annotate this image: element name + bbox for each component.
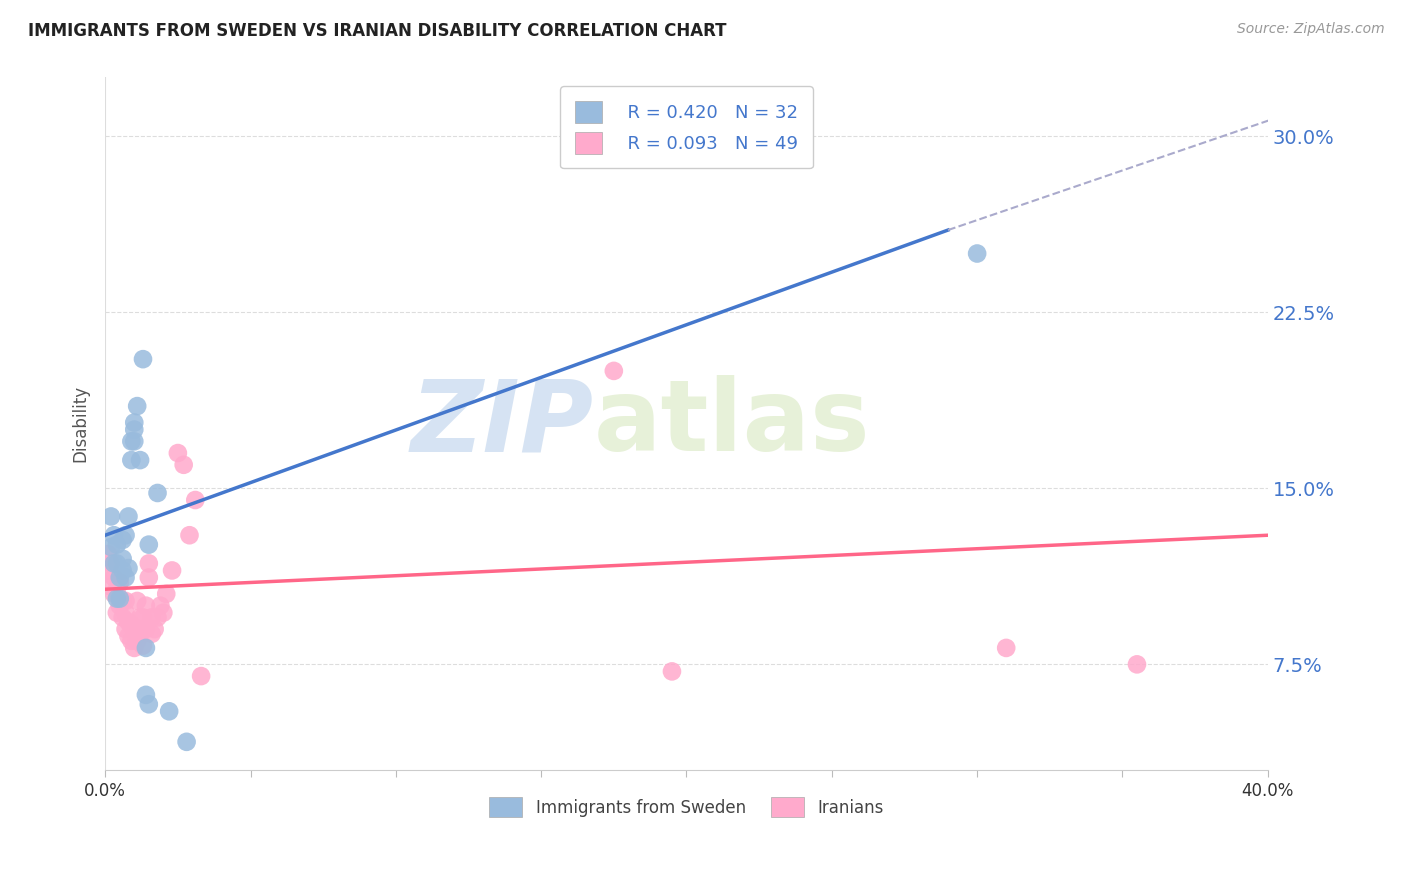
Point (103, 528, 125, 542)
Point (132, 622, 155, 636)
Point (190, 669, 212, 683)
Point (117, 629, 139, 643)
Point (103, 557, 125, 571)
Text: Source: ZipAtlas.com: Source: ZipAtlas.com (1237, 22, 1385, 37)
Point (127, 399, 149, 413)
Text: atlas: atlas (593, 376, 870, 472)
Point (108, 575, 131, 590)
Point (100, 509, 122, 524)
Point (129, 610, 152, 624)
Point (129, 453, 152, 467)
Point (966, 246, 988, 260)
Point (135, 622, 157, 636)
Point (157, 704, 180, 718)
Point (141, 627, 163, 641)
Point (108, 570, 131, 584)
Point (105, 606, 128, 620)
Point (132, 610, 155, 624)
Point (138, 538, 160, 552)
Point (138, 570, 160, 584)
Point (120, 453, 142, 467)
Point (111, 564, 134, 578)
Point (124, 423, 146, 437)
Point (97, 564, 120, 578)
Point (135, 599, 157, 613)
Point (100, 580, 122, 594)
Point (129, 627, 152, 641)
Point (120, 617, 142, 632)
Point (120, 633, 142, 648)
Point (117, 615, 139, 629)
Point (146, 486, 169, 500)
Point (127, 594, 149, 608)
Point (111, 594, 134, 608)
Point (108, 599, 131, 613)
Point (179, 528, 201, 542)
Point (114, 622, 136, 636)
Point (105, 557, 128, 571)
Point (141, 610, 163, 624)
Point (100, 557, 122, 571)
Point (155, 587, 177, 601)
Point (132, 352, 155, 367)
Point (124, 622, 146, 636)
Point (184, 493, 207, 508)
Point (103, 570, 125, 584)
Point (100, 540, 122, 554)
Point (105, 582, 128, 597)
Point (124, 640, 146, 655)
Text: ZIP: ZIP (411, 376, 593, 472)
Point (108, 591, 131, 606)
Point (603, 364, 626, 378)
Point (1126, 657, 1149, 672)
Point (114, 606, 136, 620)
Point (127, 633, 149, 648)
Point (138, 557, 160, 571)
Point (111, 551, 134, 566)
Point (111, 533, 134, 547)
Point (143, 622, 166, 636)
Point (149, 599, 172, 613)
Point (114, 594, 136, 608)
Point (120, 434, 142, 449)
Point (167, 446, 190, 460)
Text: IMMIGRANTS FROM SWEDEN VS IRANIAN DISABILITY CORRELATION CHART: IMMIGRANTS FROM SWEDEN VS IRANIAN DISABI… (28, 22, 727, 40)
Point (146, 610, 169, 624)
Point (176, 735, 198, 749)
Point (124, 434, 146, 449)
Point (138, 698, 160, 712)
Y-axis label: Disability: Disability (72, 385, 89, 462)
Point (132, 639, 155, 653)
Point (114, 528, 136, 542)
Point (124, 416, 146, 430)
Point (114, 570, 136, 584)
Point (117, 509, 139, 524)
Point (160, 564, 183, 578)
Point (105, 591, 128, 606)
Point (105, 538, 128, 552)
Point (173, 458, 195, 472)
Point (135, 688, 157, 702)
Point (111, 610, 134, 624)
Point (103, 587, 125, 601)
Point (152, 606, 174, 620)
Point (995, 640, 1018, 655)
Point (135, 640, 157, 655)
Point (117, 561, 139, 575)
Point (661, 665, 683, 679)
Point (97, 547, 120, 561)
Legend: Immigrants from Sweden, Iranians: Immigrants from Sweden, Iranians (482, 790, 890, 824)
